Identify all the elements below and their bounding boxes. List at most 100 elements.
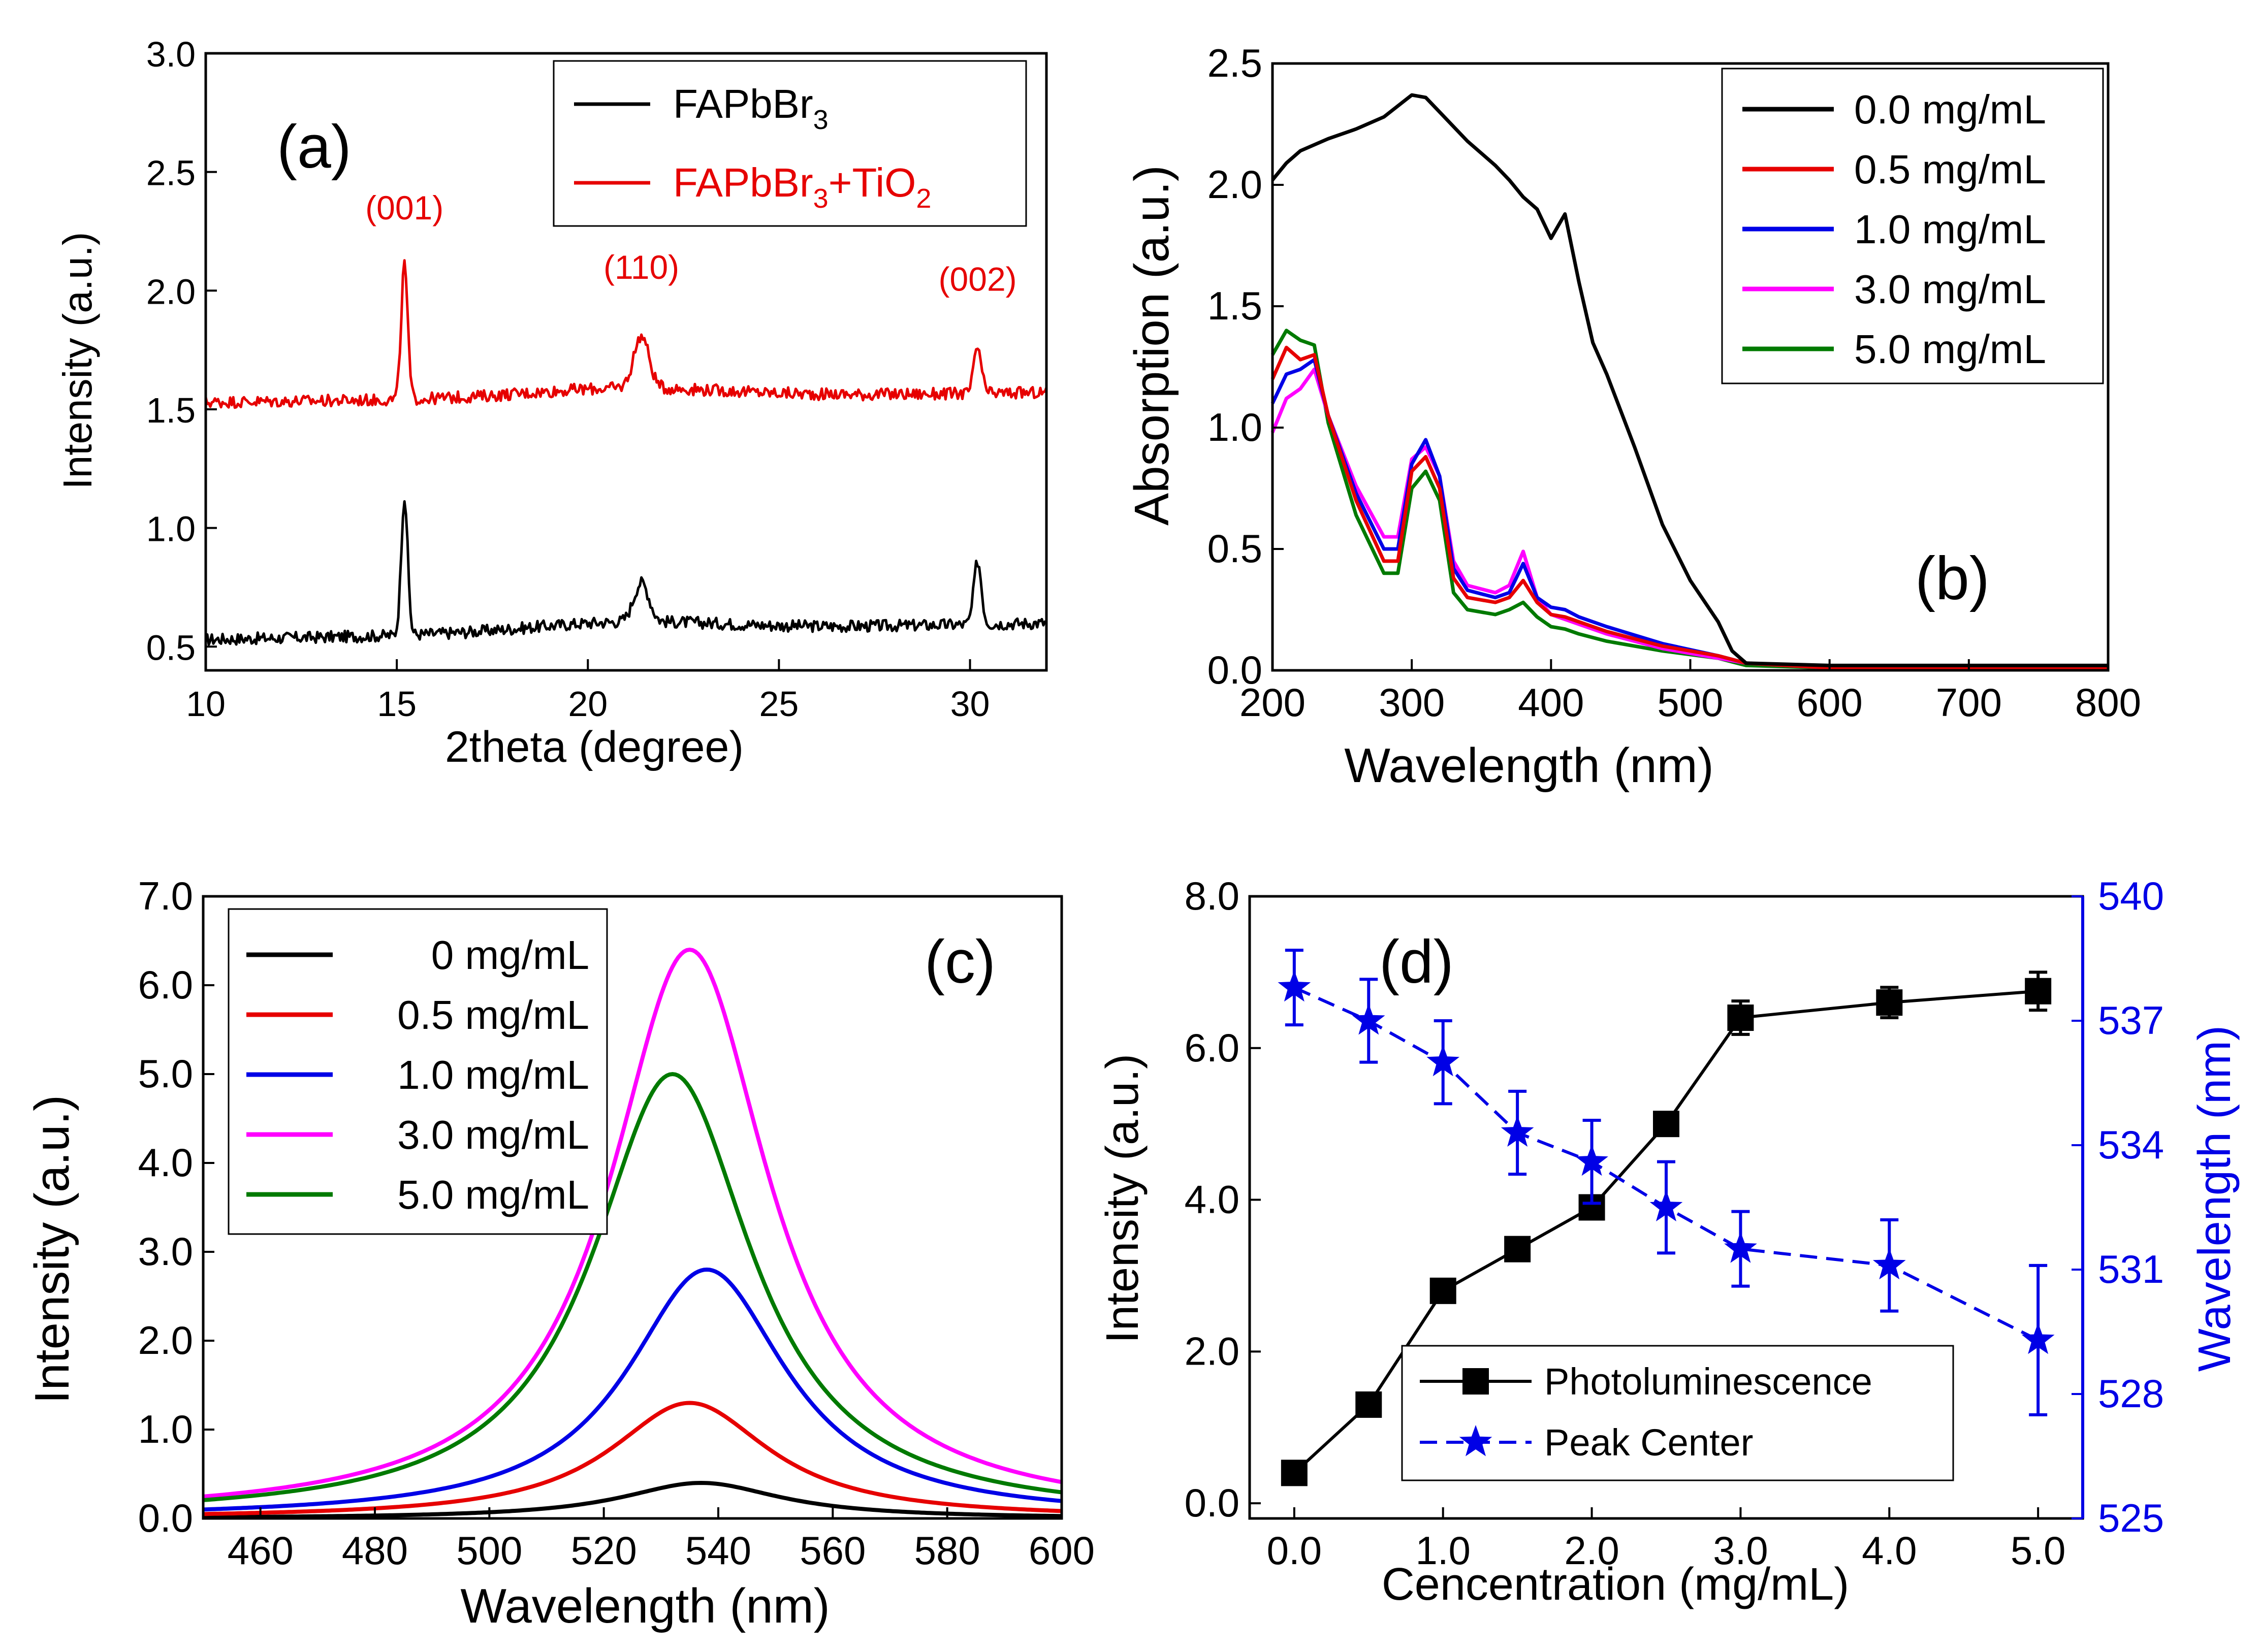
legend-marker-star: [1459, 1425, 1492, 1456]
panel-b-legend: 0.0 mg/mL 0.5 mg/mL 1.0 mg/mL 3.0 mg/mL 5.0 …: [1721, 68, 2104, 384]
y-tick-label: 2.5: [1207, 41, 1262, 85]
data-point-star: [1426, 1045, 1460, 1077]
x-tick-label: 500: [1657, 680, 1723, 725]
x-tick-label: 5.0: [2011, 1528, 2065, 1573]
panel-d-xlabel: Cencentration (mg/mL): [1382, 1559, 1849, 1610]
annotation-001: (001): [365, 189, 443, 226]
series-line-2: [203, 1267, 1062, 1512]
y2-tick-label: 525: [2098, 1496, 2164, 1540]
legend-label: 3.0 mg/mL: [1854, 267, 2046, 312]
panel-c-ylabel: Intensity (a.u.): [25, 1095, 79, 1404]
x-tick-label: 25: [759, 684, 799, 724]
series-line-4: [203, 1072, 1062, 1502]
legend-label-fapbbr3: FAPbBr3: [673, 81, 829, 135]
series-line-fapbbr3-tio2: [204, 259, 1048, 409]
y-tick-label: 4.0: [1185, 1177, 1239, 1222]
panel-a: 10 15 20 25 30 0.5 1.0 1.5 2.0 2.5 3.0 (a) (001) (…: [55, 35, 1048, 771]
data-point-star: [1649, 1190, 1683, 1221]
legend-label: 0 mg/mL: [431, 932, 589, 978]
panel-d-legend: Photoluminescence Peak Center: [1401, 1345, 1954, 1481]
panel-b: 200 300 400 500 600 700 8000.00.51.01.52.02.5 …: [1125, 41, 2141, 793]
x-tick-label: 700: [1936, 680, 2002, 725]
x-tick-label: 4.0: [1862, 1528, 1917, 1573]
x-tick-label: 520: [571, 1528, 637, 1573]
panel-c-axes: 460 480 500 520 540 560 580 600 0.0 1.0 2.0 3.0 4.0 5…: [138, 873, 1095, 1573]
y-tick-label: 2.0: [146, 272, 196, 311]
data-point-square: [1429, 1277, 1456, 1304]
series-line-2: [1270, 358, 2108, 670]
panel-c-xlabel: Wavelength (nm): [460, 1579, 830, 1633]
y-tick-label: 1.0: [1207, 405, 1262, 449]
panel-c: 460 480 500 520 540 560 580 600 0.0 1.0 2.0 3.0 4.0 5…: [25, 873, 1095, 1633]
legend-label: 5.0 mg/mL: [1854, 327, 2046, 372]
panel-d: 0.0 1.0 2.0 3.0 4.0 5.0 0.0 2.0 4.0 6.0 8.0 525 528 5…: [1097, 873, 2240, 1610]
panel-a-label: (a): [277, 113, 352, 181]
panel-d-marks: [1278, 949, 2055, 1486]
y-tick-label: 7.0: [138, 873, 193, 918]
legend-label: 0.0 mg/mL: [1854, 87, 2046, 132]
y-tick-label: 6.0: [1185, 1025, 1239, 1070]
data-point-square: [1727, 1005, 1754, 1031]
data-point-star: [1352, 1003, 1385, 1035]
panel-b-ylabel: Absorption (a.u.): [1125, 165, 1179, 526]
panel-a-legend: FAPbBr3 FAPbBr3+TiO2: [553, 60, 1027, 227]
data-point-square: [1653, 1111, 1679, 1138]
panel-b-axes: 200 300 400 500 600 700 800 0.0 0.5 1.0 1.5 2.0 2.5: [1207, 41, 2142, 725]
data-point-square: [1281, 1460, 1308, 1486]
y-tick-label: 0.0: [138, 1496, 193, 1540]
legend-label: 0.5 mg/mL: [1854, 147, 2046, 192]
panel-d-y2label: Wavelength (nm): [2189, 1025, 2240, 1372]
x-tick-label: 800: [2075, 680, 2141, 725]
data-point-square: [1355, 1391, 1382, 1418]
panel-d-axes: 0.0 1.0 2.0 3.0 4.0 5.0 0.0 2.0 4.0 6.0 8.0 525 528 5…: [1185, 873, 2164, 1573]
x-tick-label: 540: [685, 1528, 751, 1573]
x-tick-label: 1.0: [1415, 1528, 1470, 1573]
y-tick-label: 2.5: [146, 153, 196, 193]
panel-d-label: (d): [1379, 928, 1454, 996]
x-tick-label: 480: [342, 1528, 408, 1573]
series-line-0: [203, 1480, 1062, 1519]
y-tick-label: 5.0: [138, 1051, 193, 1096]
panel-a-ylabel: Intensity (a.u.): [55, 232, 100, 490]
panel-a-legend-box: [553, 60, 1027, 227]
panel-d-ylabel: Intensity (a.u.): [1097, 1054, 1148, 1343]
y-tick-label: 2.0: [1207, 162, 1262, 207]
data-point-square: [2025, 978, 2052, 1005]
panel-b-curves: [1270, 93, 2108, 670]
data-point-star: [1575, 1144, 1608, 1176]
y-tick-label: 0.5: [1207, 526, 1262, 571]
y2-tick-label: 534: [2098, 1122, 2164, 1167]
legend-label: 1.0 mg/mL: [397, 1052, 589, 1097]
y-tick-label: 8.0: [1185, 873, 1239, 918]
x-tick-label: 460: [228, 1528, 294, 1573]
x-tick-label: 580: [914, 1528, 980, 1573]
legend-label: Peak Center: [1544, 1421, 1753, 1464]
legend-label-fapbbr3-tio2: FAPbBr3+TiO2: [673, 160, 931, 214]
legend-label: 1.0 mg/mL: [1854, 207, 2046, 252]
x-tick-label: 600: [1029, 1528, 1095, 1573]
panel-c-legend-box: [228, 908, 608, 1235]
panel-b-legend-box: [1721, 68, 2104, 384]
x-tick-label: 30: [950, 684, 990, 724]
annotation-002: (002): [939, 260, 1017, 298]
series-line-3: [1270, 367, 2108, 670]
x-tick-label: 15: [377, 684, 417, 724]
panel-c-legend: 0 mg/mL 0.5 mg/mL 1.0 mg/mL 3.0 mg/mL 5.0 mg…: [228, 908, 608, 1235]
x-tick-label: 2.0: [1564, 1528, 1619, 1573]
y-tick-label: 1.0: [146, 509, 196, 549]
x-tick-label: 500: [456, 1528, 522, 1573]
panel-c-curves: [203, 947, 1062, 1519]
data-point-star: [2021, 1322, 2055, 1354]
panel-d-legend-box: [1401, 1345, 1954, 1481]
x-tick-label: 600: [1797, 680, 1863, 725]
y-tick-label: 6.0: [138, 962, 193, 1007]
series-line-1: [203, 1401, 1062, 1516]
series-line-0: [1271, 93, 2108, 667]
y-tick-label: 0.0: [1207, 647, 1262, 692]
x-tick-label: 10: [186, 684, 226, 724]
y-tick-label: 1.5: [146, 391, 196, 430]
y-tick-label: 1.5: [1207, 283, 1262, 328]
panel-b-xlabel: Wavelength (nm): [1344, 738, 1713, 793]
y-tick-label: 2.0: [138, 1318, 193, 1363]
